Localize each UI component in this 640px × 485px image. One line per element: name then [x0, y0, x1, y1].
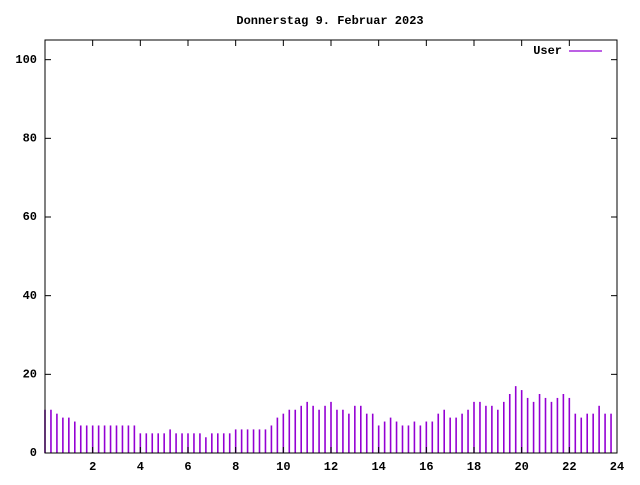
chart-title: Donnerstag 9. Februar 2023 [236, 14, 423, 28]
x-tick-label: 24 [610, 460, 624, 474]
y-tick-label: 80 [23, 132, 37, 146]
x-tick-label: 6 [184, 460, 191, 474]
x-tick-label: 22 [562, 460, 576, 474]
y-tick-label: 0 [30, 446, 37, 460]
x-tick-label: 2 [89, 460, 96, 474]
plot-border [44, 39, 618, 454]
y-tick-label: 60 [23, 210, 37, 224]
x-tick-label: 10 [276, 460, 290, 474]
x-tick-label: 20 [514, 460, 528, 474]
x-tick-label: 16 [419, 460, 433, 474]
x-tick-label: 12 [324, 460, 338, 474]
x-tick-label: 18 [467, 460, 481, 474]
y-tick-label: 100 [15, 53, 37, 67]
x-tick-label: 4 [137, 460, 144, 474]
legend-label: User [533, 44, 562, 58]
y-tick-label: 20 [23, 368, 37, 382]
y-tick-label: 40 [23, 289, 37, 303]
x-tick-label: 8 [232, 460, 239, 474]
x-tick-label: 14 [371, 460, 385, 474]
